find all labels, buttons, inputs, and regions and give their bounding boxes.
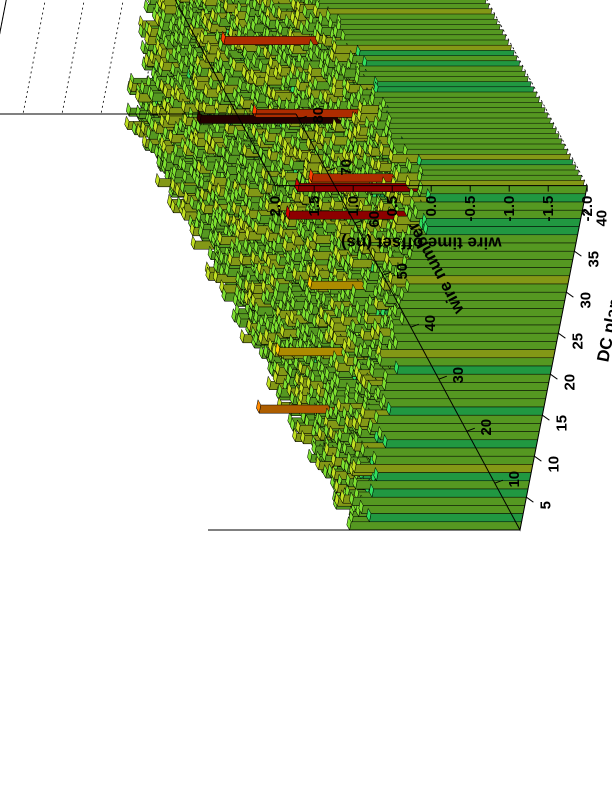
y-axis-title: DC plane [593,288,612,364]
wire-tick-label: 50 [394,263,411,280]
z-tick-label: -1.5 [540,196,557,222]
wire-tick-label: 80 [310,107,327,124]
z-tick-label: 0.5 [384,196,401,217]
z-tick-label: -0.5 [462,196,479,222]
bars [124,0,588,531]
plane-tick-label: 5 [537,501,554,509]
plane-tick-label: 30 [577,292,594,309]
z-tick-label: 1.0 [345,196,362,217]
plane-tick-label: 20 [561,374,578,391]
z-tick-label: -1.0 [501,196,518,222]
plane-tick-label: 15 [553,415,570,432]
plane-tick [550,373,558,380]
plane-tick-label: 10 [545,456,562,473]
z-tick-label: 0.0 [423,196,440,217]
wire-tick-label: 20 [478,419,495,436]
wire-tick-label: 30 [450,367,467,384]
plot-area: -2.0-1.5-1.0-0.50.00.51.01.52.0102030405… [0,0,612,532]
wire-tick-label: 70 [338,159,355,176]
wire-tick-label: 60 [366,211,383,228]
plane-tick-label: 40 [593,210,610,227]
plane-tick-label: 25 [569,333,586,350]
plane-tick [534,455,542,462]
plane-tick [566,291,574,298]
wire-tick-label: 10 [506,471,523,488]
plane-tick [558,332,566,339]
z-tick-label: 1.5 [306,196,323,217]
z-tick-label: 2.0 [267,196,284,217]
wire-tick-label: 40 [422,315,439,332]
plane-tick [526,496,534,503]
plane-tick [542,414,550,421]
plane-tick-label: 35 [585,251,602,268]
plane-tick [574,250,582,257]
